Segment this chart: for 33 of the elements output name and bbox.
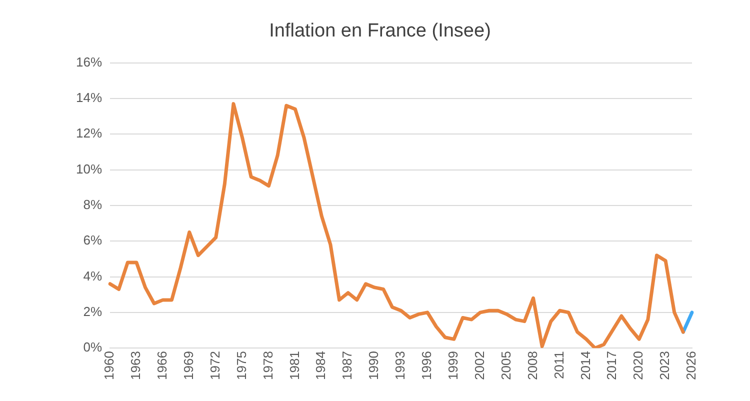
- x-tick-label: 2011: [551, 351, 566, 380]
- x-tick-label: 2020: [630, 351, 646, 380]
- x-tick-label: 1969: [180, 351, 196, 380]
- y-tick-label: 10%: [76, 161, 102, 176]
- x-tick-label: 2005: [498, 351, 514, 380]
- x-tick-label: 1963: [128, 351, 144, 380]
- x-tick-label: 2002: [472, 351, 487, 380]
- x-tick-label: 1990: [366, 351, 382, 380]
- y-tick-label: 16%: [76, 54, 102, 70]
- x-tick-label: 1987: [340, 351, 355, 380]
- y-tick-label: 2%: [83, 304, 102, 319]
- chart-title: Inflation en France (Insee): [269, 20, 491, 42]
- x-tick-label: 1975: [234, 351, 249, 380]
- y-tick-label: 4%: [83, 268, 102, 284]
- x-tick-label: 1972: [207, 351, 222, 380]
- y-tick-label: 0%: [83, 340, 102, 355]
- x-tick-label: 1966: [154, 351, 170, 380]
- x-tick-label: 2017: [604, 351, 620, 380]
- y-tick-label: 8%: [83, 197, 102, 212]
- x-tick-label: 1960: [102, 351, 117, 380]
- x-tick-label: 1984: [313, 351, 328, 380]
- x-tick-label: 1978: [260, 351, 276, 380]
- x-tick-label: 1996: [419, 351, 434, 380]
- x-tick-label: 2023: [657, 351, 672, 380]
- y-tick-label: 6%: [83, 232, 102, 248]
- y-tick-label: 12%: [76, 126, 102, 141]
- x-tick-label: 2026: [684, 351, 699, 380]
- x-tick-label: 2014: [578, 351, 593, 380]
- x-tick-label: 1999: [445, 351, 460, 380]
- y-tick-label: 14%: [76, 90, 102, 106]
- x-tick-label: 1981: [286, 351, 302, 380]
- x-tick-label: 2008: [524, 351, 540, 380]
- x-tick-label: 1993: [392, 351, 408, 380]
